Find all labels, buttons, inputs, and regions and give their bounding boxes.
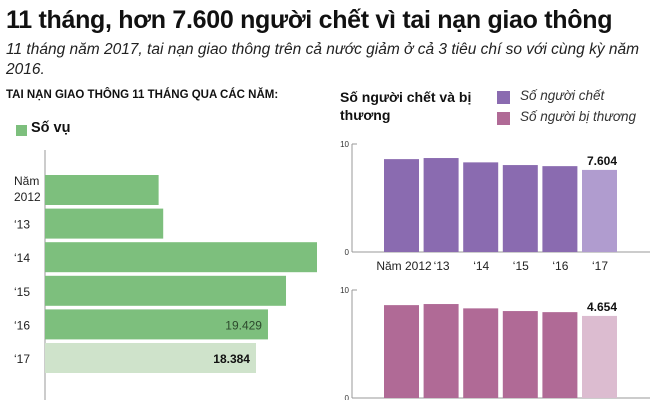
bar-injuries-1 (423, 304, 459, 398)
bar-injuries-3 (502, 311, 538, 398)
bar-injuries-0 (384, 305, 419, 398)
category-label: ‘17 (14, 352, 30, 366)
bar-deaths-2 (463, 162, 499, 252)
bar-deaths-3 (502, 165, 538, 252)
y-tick-label: 10 (340, 286, 349, 295)
legend-label-deaths: Số người chết (520, 88, 605, 103)
data-label-injuries: 4.654 (587, 300, 617, 314)
bar-deaths-0 (384, 159, 419, 252)
section-heading: TAI NẠN GIAO THÔNG 11 THÁNG QUA CÁC NĂM: (6, 89, 279, 101)
x-category-label: ‘15 (513, 259, 529, 273)
bar-injuries-2 (463, 308, 499, 398)
subtitle: 11 tháng năm 2017, tai nạn giao thông tr… (6, 41, 640, 78)
bar-deaths-5 (582, 169, 617, 252)
category-label-line1: Năm (14, 174, 39, 188)
legend-label-injuries: Số người bị thương (520, 109, 636, 124)
bar-injuries-4 (542, 312, 578, 398)
bar-accidents-5 (45, 343, 256, 373)
y-tick-label: 0 (345, 248, 350, 257)
bar-accidents-3 (45, 275, 287, 306)
page-title: 11 tháng, hơn 7.600 người chết vì tai nạ… (6, 6, 613, 34)
bar-deaths-4 (542, 166, 578, 252)
legend-swatch-deaths (497, 91, 510, 104)
category-label: ‘13 (14, 218, 30, 232)
bar-accidents-0 (45, 175, 159, 205)
data-label-deaths: 7.604 (587, 154, 617, 168)
y-tick-label: 0 (345, 394, 350, 400)
x-category-label: ‘13 (434, 259, 450, 273)
x-category-label: ‘17 (592, 259, 608, 273)
bar-deaths-1 (423, 158, 459, 252)
x-category-label: ‘16 (552, 259, 568, 273)
right-chart-heading: Số người chết và bị thương (340, 89, 472, 123)
category-label: ‘14 (14, 251, 30, 265)
x-category-label: ‘14 (473, 259, 489, 273)
y-tick-label: 10 (340, 140, 349, 149)
bar-injuries-5 (582, 315, 617, 398)
category-label-line2: 2012 (14, 190, 41, 204)
bar-accidents-4 (45, 309, 268, 340)
x-category-label: Năm 2012 (376, 259, 432, 273)
bar-accidents-1 (45, 208, 164, 239)
category-label: ‘16 (14, 318, 30, 332)
category-label: ‘15 (14, 285, 30, 299)
data-label: 18.384 (213, 352, 250, 366)
legend-swatch-injuries (497, 112, 510, 125)
bar-accidents-2 (45, 242, 317, 273)
legend-label-accidents: Số vụ (31, 120, 71, 136)
legend-swatch-accidents (16, 125, 27, 136)
data-label: 19.429 (225, 318, 262, 332)
